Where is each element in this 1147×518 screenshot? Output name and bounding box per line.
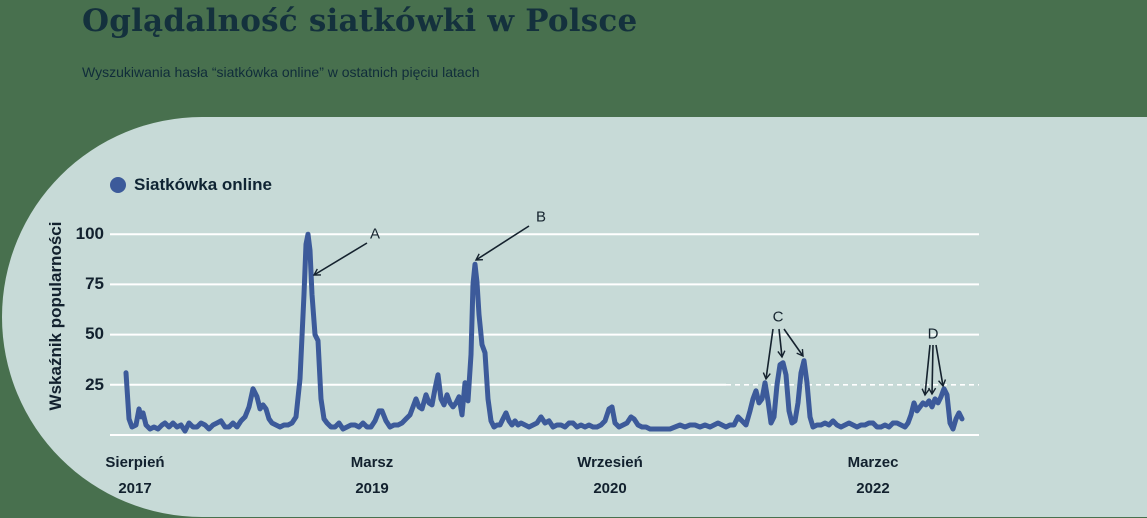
chart-legend: Siatkówka online bbox=[110, 175, 272, 195]
x-tick-marzec-2022: Marzec 2022 bbox=[848, 450, 899, 502]
page-subtitle: Wyszukiwania hasła “siatkówka online” w … bbox=[82, 64, 480, 80]
x-tick-year: 2022 bbox=[856, 480, 890, 497]
x-tick-month: Wrzesień bbox=[577, 454, 643, 471]
x-tick-year: 2017 bbox=[118, 480, 152, 497]
y-tick-100: 100 bbox=[75, 224, 104, 243]
x-tick-month: Marzec bbox=[847, 454, 899, 471]
legend-label: Siatkówka online bbox=[134, 175, 272, 194]
x-tick-sierpien-2017: Sierpień 2017 bbox=[105, 450, 164, 502]
y-tick-50: 50 bbox=[85, 324, 104, 343]
annotation-a-label: A bbox=[369, 225, 381, 243]
x-tick-marsz-2019: Marsz 2019 bbox=[351, 450, 394, 502]
y-tick-75: 75 bbox=[85, 274, 104, 293]
page-title: Oglądalność siatkówki w Polsce bbox=[82, 3, 638, 39]
annotation-d-label: D bbox=[927, 325, 939, 343]
y-tick-25: 25 bbox=[85, 375, 104, 394]
x-tick-month: Sierpień bbox=[105, 454, 165, 471]
chart-panel bbox=[2, 117, 1147, 517]
x-tick-wrzesien-2020: Wrzesień 2020 bbox=[577, 450, 643, 502]
legend-dot-icon bbox=[110, 177, 126, 193]
annotation-c-label: C bbox=[772, 308, 784, 326]
x-tick-year: 2019 bbox=[355, 480, 389, 497]
annotation-b-label: B bbox=[535, 208, 547, 226]
x-tick-year: 2020 bbox=[593, 480, 627, 497]
x-tick-month: Marsz bbox=[350, 454, 394, 471]
